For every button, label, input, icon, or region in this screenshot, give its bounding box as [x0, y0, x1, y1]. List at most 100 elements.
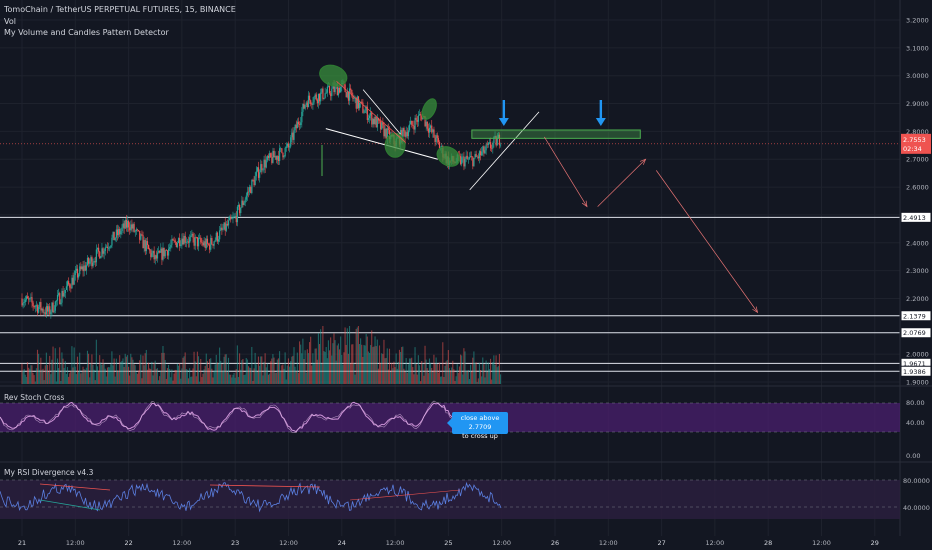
time-tick-label: 29: [871, 539, 879, 547]
volume-bar: [125, 356, 127, 384]
candle-body: [286, 143, 288, 147]
pattern-circle: [319, 64, 348, 87]
volume-bar: [293, 347, 295, 384]
candle-body: [105, 246, 107, 248]
volume-bar: [390, 371, 392, 384]
volume-bar: [311, 365, 313, 384]
candle-body: [406, 132, 408, 137]
volume-bar: [370, 345, 372, 384]
candle-body: [222, 229, 224, 230]
volume-bar: [141, 378, 143, 384]
candle-body: [82, 266, 84, 272]
volume-bar: [413, 374, 415, 384]
volume-bar: [297, 372, 299, 384]
candle-body: [410, 120, 412, 125]
candle-body: [408, 124, 411, 131]
candle-body: [489, 142, 492, 149]
candle-body: [137, 230, 140, 231]
volume-bar: [470, 364, 472, 384]
candle-body: [21, 298, 23, 306]
candle-body: [492, 143, 494, 149]
candle-body: [109, 247, 111, 248]
volume-bar: [180, 378, 182, 384]
candle-body: [434, 137, 436, 143]
candle-body: [162, 247, 164, 260]
candle-body: [71, 277, 73, 289]
volume-bar: [147, 362, 150, 384]
candle-body: [350, 88, 352, 90]
volume-bar: [70, 370, 72, 384]
volume-bar: [276, 359, 278, 384]
time-tick-label: 12:00: [706, 539, 725, 547]
price-tick-label: 2.2000: [906, 295, 929, 303]
candle-body: [246, 191, 249, 196]
time-tick-label: 25: [444, 539, 452, 547]
candle-body: [383, 124, 385, 137]
volume-bar: [152, 375, 154, 384]
volume-bar: [398, 349, 401, 384]
volume-bar: [201, 377, 203, 384]
volume-bar: [332, 343, 334, 384]
volume-bar: [457, 372, 459, 384]
candle-body: [215, 232, 217, 240]
candle-body: [232, 217, 234, 219]
candle-body: [256, 167, 259, 172]
volume-bar: [23, 368, 25, 384]
candle-body: [323, 97, 325, 99]
volume-bar: [328, 350, 331, 384]
volume-bar: [196, 351, 198, 384]
volume-bar: [444, 365, 446, 384]
volume-bar: [31, 365, 33, 384]
price-tick-label: 2.7000: [906, 156, 929, 164]
current-price-label: 2.7553: [903, 136, 926, 144]
level-tag: [900, 211, 932, 223]
pattern-indicator-label[interactable]: My Volume and Candles Pattern Detector: [4, 28, 169, 37]
candle-body: [241, 200, 243, 208]
volume-bar: [166, 368, 168, 384]
rsi-divergence-title[interactable]: My RSI Divergence v4.3: [4, 468, 94, 477]
volume-bar: [374, 336, 376, 384]
candle-body: [115, 229, 117, 238]
volume-bar: [371, 330, 373, 384]
candle-body: [437, 138, 440, 142]
candle-body: [276, 155, 278, 160]
volume-bar: [73, 347, 75, 384]
candle-body: [348, 88, 351, 101]
candle-body: [122, 223, 124, 228]
tooltip-line-2: to cross up: [462, 432, 498, 440]
candle-body: [262, 169, 264, 171]
candle-body: [318, 93, 321, 102]
volume-bar: [375, 346, 377, 384]
volume-bar: [60, 380, 62, 384]
volume-bar: [414, 347, 416, 384]
candle-body: [220, 227, 222, 231]
stoch-tooltip: close above 2.7709 to cross up: [447, 412, 508, 440]
volume-bar: [464, 351, 466, 384]
volume-bar: [455, 376, 457, 384]
volume-bar: [223, 356, 225, 384]
candle-body: [355, 97, 357, 109]
candle-body: [88, 257, 90, 264]
candle-body: [212, 244, 214, 246]
candle-body: [62, 290, 64, 297]
rev-stoch-title[interactable]: Rev Stoch Cross: [4, 393, 65, 402]
volume-indicator-label[interactable]: Vol: [4, 17, 16, 26]
candle-body: [140, 234, 142, 240]
tooltip-line-1: close above 2.7709: [460, 414, 500, 431]
candle-body: [26, 296, 29, 299]
candle-body: [281, 148, 283, 153]
volume-bar: [225, 354, 227, 384]
volume-bar: [85, 367, 87, 384]
candle-body: [306, 102, 308, 108]
volume-bar: [386, 348, 388, 384]
candle-body: [311, 104, 313, 105]
volume-bar: [92, 364, 94, 384]
candle-body: [79, 266, 81, 275]
candle-body: [110, 245, 112, 248]
volume-bar: [145, 349, 147, 384]
candle-body: [33, 306, 35, 308]
candle-body: [284, 148, 286, 157]
volume-bar: [321, 363, 323, 384]
candle-body: [231, 218, 233, 220]
